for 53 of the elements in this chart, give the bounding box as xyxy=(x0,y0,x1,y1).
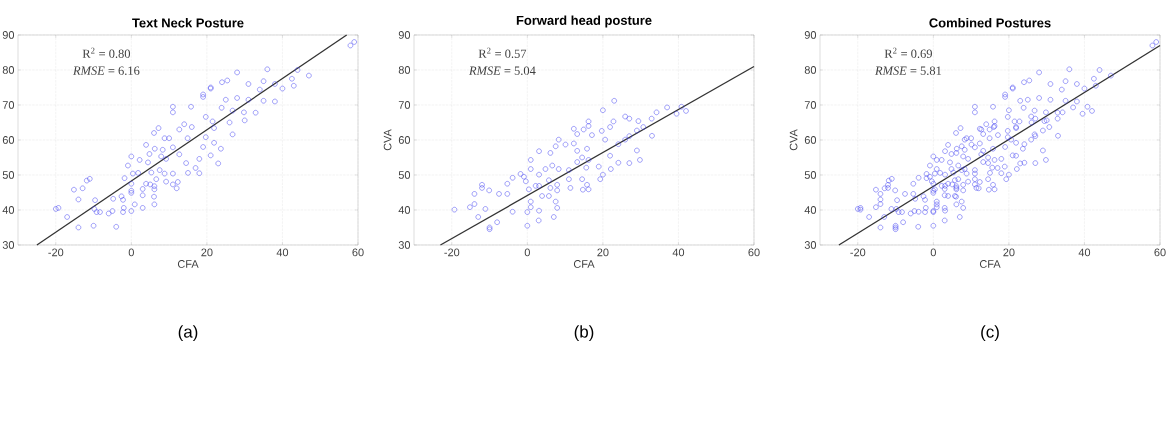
x-axis-title: CFA xyxy=(177,260,199,268)
y-tick-label: 30 xyxy=(398,241,411,249)
text: (c) xyxy=(981,325,999,342)
y-axis-title: CVA xyxy=(789,129,798,151)
y-tick-label: 90 xyxy=(2,31,15,39)
y-tick-label: 80 xyxy=(398,66,411,74)
y-tick-label: 70 xyxy=(2,101,15,109)
annotation: R$^{2}$ = 0.57 xyxy=(478,47,527,58)
annotation: RMSE = 5.04 xyxy=(468,66,536,75)
x-tick-label: 0 xyxy=(524,248,530,257)
x-tick-label: 20 xyxy=(597,248,609,257)
y-tick-label: 60 xyxy=(2,136,15,144)
y-tick-label: 70 xyxy=(804,101,817,109)
x-tick-label: 60 xyxy=(352,248,364,257)
y-tick-label: 40 xyxy=(398,206,411,214)
y-tick-label: 50 xyxy=(804,171,817,179)
x-tick-label: 20 xyxy=(201,248,213,257)
text: (a) xyxy=(178,325,198,342)
chart-title: Combined Postures xyxy=(929,17,1051,28)
y-tick-label: 70 xyxy=(398,101,411,109)
y-tick-label: 60 xyxy=(398,136,411,144)
y-tick-label: 50 xyxy=(2,171,15,179)
x-tick-label: 20 xyxy=(1003,248,1015,257)
y-tick-label: 30 xyxy=(2,241,15,249)
x-tick-label: 0 xyxy=(128,248,134,257)
x-tick-label: -20 xyxy=(850,248,866,257)
x-tick-label: 40 xyxy=(1078,248,1091,257)
text: (b) xyxy=(574,325,594,342)
x-tick-label: 60 xyxy=(1154,248,1166,257)
y-tick-label: 90 xyxy=(398,31,411,39)
annotation: RMSE = 5.81 xyxy=(874,66,942,75)
x-tick-label: 0 xyxy=(930,248,936,257)
x-axis-title: CFA xyxy=(979,260,1001,268)
y-tick-label: 40 xyxy=(2,206,15,214)
y-axis-title: CVA xyxy=(383,129,392,151)
y-tick-label: 60 xyxy=(804,136,817,144)
x-tick-label: -20 xyxy=(444,248,460,257)
x-tick-label: 60 xyxy=(748,248,760,257)
x-tick-label: -20 xyxy=(48,248,64,257)
y-tick-label: 90 xyxy=(804,31,817,39)
chart-title: Text Neck Posture xyxy=(132,17,244,28)
x-tick-label: 40 xyxy=(672,248,685,257)
y-tick-label: 50 xyxy=(398,171,411,179)
y-tick-label: 80 xyxy=(804,66,817,74)
y-tick-label: 80 xyxy=(2,66,15,74)
y-tick-label: 30 xyxy=(804,241,817,249)
annotation: R$^{2}$ = 0.80 xyxy=(82,47,131,58)
annotation: RMSE = 6.16 xyxy=(72,66,140,75)
x-tick-label: 40 xyxy=(276,248,289,257)
x-axis-title: CFA xyxy=(573,260,595,268)
annotation: R$^{2}$ = 0.69 xyxy=(884,47,932,58)
y-tick-label: 40 xyxy=(804,206,817,214)
chart-title: Forward head posture xyxy=(516,15,652,28)
